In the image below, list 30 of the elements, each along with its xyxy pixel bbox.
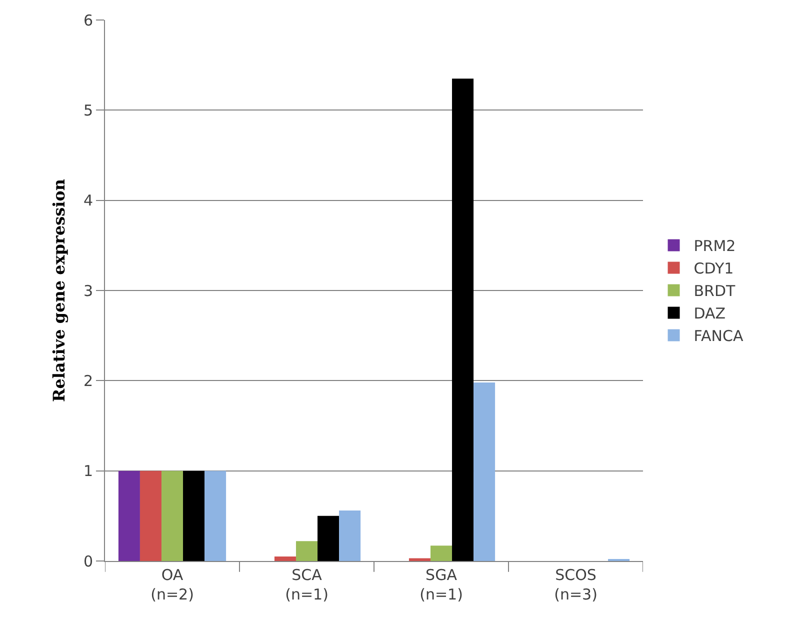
bar [161,470,184,561]
legend-label: FANCA [694,327,744,346]
y-tick-label: 1 [83,462,93,480]
bar [430,546,452,561]
y-tick-label: 2 [83,372,93,390]
bar [452,78,474,561]
x-tick-label: SCA (n=1) [285,566,328,604]
y-tick-label: 6 [83,11,93,30]
bar [339,510,361,561]
legend-label: PRM2 [694,237,736,256]
bar [204,470,226,561]
bar [118,470,140,561]
y-tick-label: 3 [83,282,93,300]
bar [408,558,430,561]
legend-label: DAZ [694,304,726,323]
bar [296,541,318,561]
y-tick-label: 0 [83,552,93,570]
bar [274,556,296,561]
x-tick-label: SGA (n=1) [420,566,463,604]
y-tick-label: 5 [83,101,93,120]
legend-label: CDY1 [694,260,734,278]
y-tick-label: 4 [83,192,93,210]
x-tick-label: SCOS (n=3) [554,566,598,604]
bar [474,382,496,561]
bar [140,470,162,561]
bar [183,470,205,561]
legend-label: BRDT [694,282,736,300]
y-axis-title: Relative gene expression [49,178,68,402]
bar [318,516,340,561]
x-tick-label: OA (n=2) [150,566,194,604]
